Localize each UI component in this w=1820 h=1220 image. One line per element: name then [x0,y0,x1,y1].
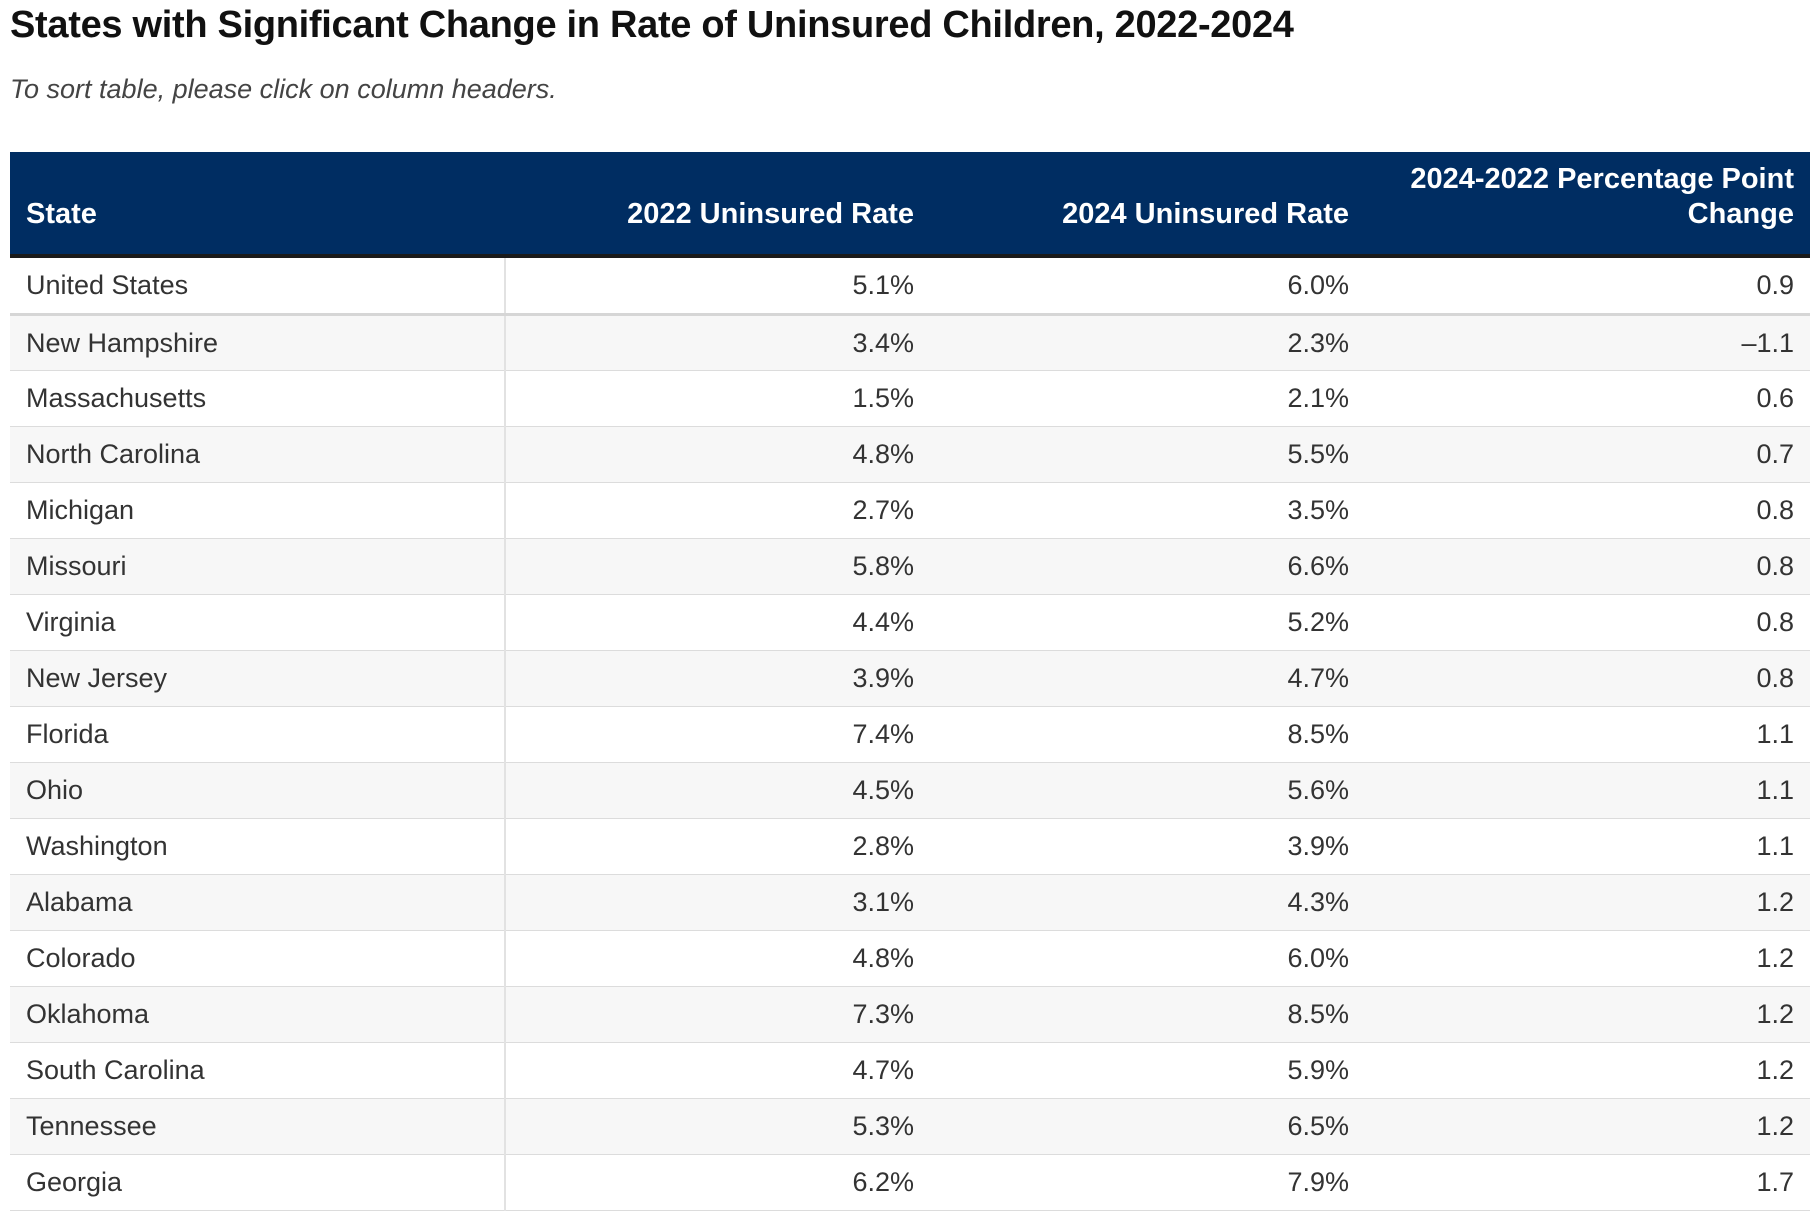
state-cell: Massachusetts [10,370,506,427]
rate-2024-cell: 5.9% [930,1042,1365,1099]
table-row: Michigan 2.7% 3.5% 0.8 [10,482,1810,539]
table-row: New Hampshire 3.4% 2.3% –1.1 [10,314,1810,371]
table-body: United States 5.1% 6.0% 0.9 New Hampshire 3.4… [10,256,1810,1211]
table-row: Oklahoma 7.3% 8.5% 1.2 [10,986,1810,1043]
rate-2024-cell: 6.0% [930,256,1365,316]
table-row: North Carolina 4.8% 5.5% 0.7 [10,426,1810,483]
change-cell: 0.8 [1365,650,1810,707]
rate-2024-cell: 2.3% [930,314,1365,371]
state-cell: New Jersey [10,650,506,707]
rate-2022-cell: 5.8% [505,538,930,595]
rate-2022-cell: 7.4% [505,706,930,763]
rate-2024-cell: 2.1% [930,370,1365,427]
state-cell: Oklahoma [10,986,506,1043]
rate-2024-cell: 8.5% [930,706,1365,763]
rate-2022-cell: 4.4% [505,594,930,651]
table-row: Florida 7.4% 8.5% 1.1 [10,706,1810,763]
rate-2022-cell: 2.7% [505,482,930,539]
change-cell: 1.2 [1365,986,1810,1043]
state-cell: Ohio [10,762,506,819]
state-cell: Missouri [10,538,506,595]
rate-2024-cell: 7.9% [930,1154,1365,1211]
change-cell: 1.2 [1365,874,1810,931]
rate-2022-cell: 5.1% [505,256,930,316]
state-cell: Michigan [10,482,506,539]
column-header-percentage-point-change[interactable]: 2024-2022 Percentage Point Change [1365,152,1810,258]
rate-2022-cell: 4.7% [505,1042,930,1099]
state-cell: Washington [10,818,506,875]
page-title: States with Significant Change in Rate o… [10,4,1294,46]
uninsured-rate-table: State 2022 Uninsured Rate 2024 Uninsured… [10,152,1810,1211]
rate-2024-cell: 3.5% [930,482,1365,539]
column-header-2022-rate[interactable]: 2022 Uninsured Rate [505,152,930,258]
rate-2022-cell: 4.8% [505,930,930,987]
state-cell: New Hampshire [10,314,506,371]
rate-2022-cell: 5.3% [505,1098,930,1155]
table-row: Washington 2.8% 3.9% 1.1 [10,818,1810,875]
change-cell: –1.1 [1365,314,1810,371]
rate-2022-cell: 7.3% [505,986,930,1043]
table-row: Massachusetts 1.5% 2.1% 0.6 [10,370,1810,427]
table-container: State 2022 Uninsured Rate 2024 Uninsured… [10,152,1810,1211]
rate-2024-cell: 5.2% [930,594,1365,651]
rate-2022-cell: 3.9% [505,650,930,707]
page-subtitle: To sort table, please click on column he… [10,74,557,104]
table-header: State 2022 Uninsured Rate 2024 Uninsured… [10,152,1810,258]
table-row: New Jersey 3.9% 4.7% 0.8 [10,650,1810,707]
state-cell: Georgia [10,1154,506,1211]
change-cell: 0.6 [1365,370,1810,427]
rate-2022-cell: 4.8% [505,426,930,483]
change-cell: 0.7 [1365,426,1810,483]
state-cell: Virginia [10,594,506,651]
table-row: Virginia 4.4% 5.2% 0.8 [10,594,1810,651]
state-cell: North Carolina [10,426,506,483]
state-cell: Tennessee [10,1098,506,1155]
table-row: Ohio 4.5% 5.6% 1.1 [10,762,1810,819]
change-cell: 1.2 [1365,1042,1810,1099]
change-cell: 1.2 [1365,930,1810,987]
rate-2022-cell: 3.1% [505,874,930,931]
rate-2024-cell: 4.3% [930,874,1365,931]
rate-2022-cell: 3.4% [505,314,930,371]
state-cell: South Carolina [10,1042,506,1099]
table-row-total: United States 5.1% 6.0% 0.9 [10,256,1810,316]
rate-2024-cell: 4.7% [930,650,1365,707]
table-row: Alabama 3.1% 4.3% 1.2 [10,874,1810,931]
table-row: Colorado 4.8% 6.0% 1.2 [10,930,1810,987]
rate-2024-cell: 5.6% [930,762,1365,819]
rate-2024-cell: 6.6% [930,538,1365,595]
table-row: Missouri 5.8% 6.6% 0.8 [10,538,1810,595]
change-cell: 0.8 [1365,482,1810,539]
rate-2022-cell: 4.5% [505,762,930,819]
rate-2024-cell: 5.5% [930,426,1365,483]
rate-2024-cell: 8.5% [930,986,1365,1043]
header-row: State 2022 Uninsured Rate 2024 Uninsured… [10,152,1810,258]
table-row: Georgia 6.2% 7.9% 1.7 [10,1154,1810,1211]
change-cell: 0.9 [1365,256,1810,316]
change-cell: 1.2 [1365,1098,1810,1155]
rate-2024-cell: 6.0% [930,930,1365,987]
state-cell: United States [10,256,506,316]
rate-2022-cell: 6.2% [505,1154,930,1211]
state-cell: Alabama [10,874,506,931]
table-row: Tennessee 5.3% 6.5% 1.2 [10,1098,1810,1155]
change-cell: 1.7 [1365,1154,1810,1211]
change-cell: 1.1 [1365,762,1810,819]
rate-2022-cell: 2.8% [505,818,930,875]
rate-2024-cell: 6.5% [930,1098,1365,1155]
column-header-2024-rate[interactable]: 2024 Uninsured Rate [930,152,1365,258]
state-cell: Florida [10,706,506,763]
rate-2024-cell: 3.9% [930,818,1365,875]
table-row: South Carolina 4.7% 5.9% 1.2 [10,1042,1810,1099]
state-cell: Colorado [10,930,506,987]
change-cell: 0.8 [1365,594,1810,651]
change-cell: 1.1 [1365,818,1810,875]
change-cell: 0.8 [1365,538,1810,595]
rate-2022-cell: 1.5% [505,370,930,427]
change-cell: 1.1 [1365,706,1810,763]
column-header-state[interactable]: State [10,152,505,258]
